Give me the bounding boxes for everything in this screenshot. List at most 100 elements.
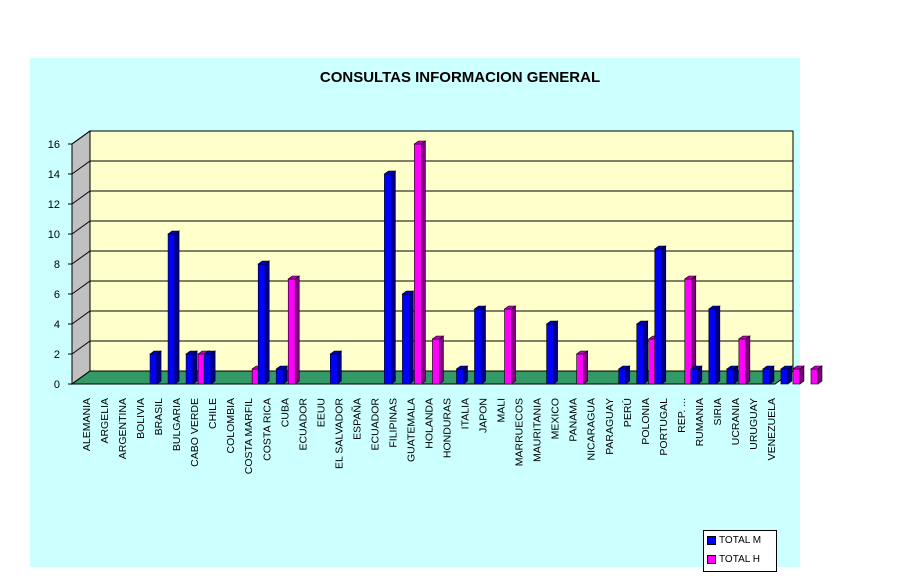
- bar-total-m-20-front: [474, 308, 482, 385]
- x-tick-label-10: COSTA RICA: [261, 398, 273, 461]
- bar-total-m-8-side: [264, 260, 270, 385]
- y-tick-label-6: 12: [48, 199, 60, 211]
- bar-total-h-9-front: [287, 278, 296, 385]
- bar-total-m-37-top: [780, 365, 793, 370]
- y-tick-label-4: 8: [54, 259, 60, 271]
- bar-total-m-12-front: [330, 353, 338, 385]
- bar-total-m-29-front: [636, 323, 645, 385]
- bar-total-m-9-front: [275, 368, 284, 385]
- bar-total-m-24-top: [545, 320, 559, 325]
- x-tick-label-13: EEUU: [315, 398, 327, 427]
- y-tick-label-0: 0: [54, 379, 60, 391]
- x-tick-label-27: PANAMA: [568, 398, 580, 442]
- bar-total-m-36-front: [762, 368, 771, 385]
- x-tick-label-29: PARAGUAY: [604, 398, 616, 455]
- gridline-7: [71, 160, 793, 175]
- bar-total-m-24-front: [546, 323, 554, 385]
- bar-total-m-9-top: [275, 365, 289, 370]
- bar-total-m-3-side: [174, 230, 180, 385]
- x-tick-label-20: HONDURAS: [442, 398, 454, 458]
- bar-total-m-8-front: [257, 263, 266, 385]
- x-tick-label-25: MAURITANIA: [532, 398, 544, 462]
- bar-total-m-36-top: [762, 365, 775, 370]
- bar-total-m-5-top: [203, 350, 217, 355]
- bar-total-m-16-side: [409, 290, 414, 385]
- x-tick-label-37: URUGUAY: [748, 398, 760, 450]
- gridline-8: [71, 130, 793, 145]
- x-tick-label-11: CUBA: [279, 398, 291, 427]
- bar-total-m-2-side: [156, 350, 162, 385]
- bar-total-m-32-top: [689, 365, 703, 370]
- x-tick-label-35: SIRIA: [712, 398, 724, 425]
- bar-total-m-3-top: [167, 230, 180, 235]
- bar-total-h-9-top: [287, 275, 301, 280]
- bar-total-m-5-side: [210, 350, 216, 385]
- bar-total-m-37-front: [780, 368, 789, 385]
- bar-total-m-16-top: [401, 290, 415, 295]
- bar-total-m-2-top: [149, 350, 162, 355]
- bar-total-m-30-side: [661, 245, 667, 385]
- x-tick-label-24: MARRUECOS: [514, 398, 526, 466]
- x-tick-label-0: ALEMANIA: [81, 398, 93, 451]
- legend-label-total-m: TOTAL M: [719, 535, 762, 546]
- bar-total-m-2-front: [149, 353, 158, 385]
- x-tick-label-4: BRASIL: [153, 398, 165, 436]
- bar-total-h-31-front: [684, 278, 693, 385]
- gridline-4: [71, 250, 793, 265]
- x-tick-label-2: ARGENTINA: [117, 398, 129, 459]
- bar-total-m-33-front: [708, 308, 717, 385]
- x-tick-label-16: ECUADOR: [369, 398, 381, 451]
- bar-total-h-16-side: [421, 140, 426, 385]
- y-tick-label-5: 10: [48, 229, 60, 241]
- bar-total-h-25-top: [575, 350, 589, 355]
- bar-total-h-34-side: [745, 335, 751, 385]
- x-tick-label-12: ECUADOR: [297, 398, 309, 451]
- bar-total-h-31-top: [683, 275, 697, 280]
- bar-total-m-20-side: [481, 305, 486, 385]
- y-tick-label-2: 4: [54, 319, 60, 331]
- gridline-5: [71, 220, 793, 235]
- bar-total-m-19-top: [455, 365, 469, 370]
- bar-total-h-9-side: [294, 275, 300, 385]
- bar-total-h-16-top: [413, 140, 427, 145]
- bar-total-m-33-top: [707, 305, 721, 310]
- x-tick-label-17: FILIPINAS: [387, 398, 399, 448]
- x-tick-label-38: VENEZUELA: [766, 398, 778, 460]
- bar-total-h-16-front: [414, 143, 422, 385]
- chart-title: CONSULTAS INFORMACION GENERAL: [319, 69, 601, 86]
- x-tick-label-8: COLOMBIA: [225, 398, 237, 453]
- x-tick-label-1: ARGELIA: [99, 398, 111, 444]
- bar-total-h-21-front: [504, 308, 512, 385]
- x-tick-label-33: REP. ...: [676, 398, 688, 433]
- x-tick-label-9: COSTA MARFIL: [243, 398, 255, 474]
- x-tick-label-30: PERÚ: [621, 398, 634, 427]
- bar-total-h-34-front: [738, 338, 747, 385]
- bar-total-h-38-top: [810, 365, 823, 370]
- y-tick-label-7: 14: [48, 169, 60, 181]
- bar-total-h-38-front: [810, 368, 819, 385]
- bar-total-m-16-front: [402, 293, 410, 385]
- bar-total-m-24-side: [553, 320, 558, 385]
- bar-total-m-34-front: [726, 368, 735, 385]
- bar-total-m-3-front: [167, 233, 176, 385]
- x-tick-label-36: UCRANIA: [730, 398, 742, 445]
- bar-total-m-28-front: [618, 368, 627, 385]
- bar-total-m-28-top: [617, 365, 631, 370]
- bar-total-h-21-side: [511, 305, 516, 385]
- bar-total-m-15-front: [384, 173, 392, 385]
- bar-total-m-29-side: [643, 320, 649, 385]
- x-tick-label-6: CABO VERDE: [189, 398, 201, 467]
- bar-total-m-19-front: [456, 368, 464, 385]
- bar-total-h-21-top: [503, 305, 517, 310]
- gridline-1: [71, 340, 793, 355]
- bar-total-h-17-side: [439, 335, 444, 385]
- x-tick-label-32: PORTUGAL: [658, 398, 670, 456]
- bar-total-h-25-front: [576, 353, 584, 385]
- legend-swatch-total-m: [707, 536, 716, 545]
- y-tick-label-8: 16: [48, 139, 60, 151]
- legend-item-total-h: TOTAL H: [704, 550, 776, 569]
- bar-total-m-30-front: [654, 248, 663, 385]
- y-tick-label-3: 6: [54, 289, 60, 301]
- bar-total-m-4-side: [192, 350, 198, 385]
- x-tick-label-14: EL SALVADOR: [333, 398, 345, 469]
